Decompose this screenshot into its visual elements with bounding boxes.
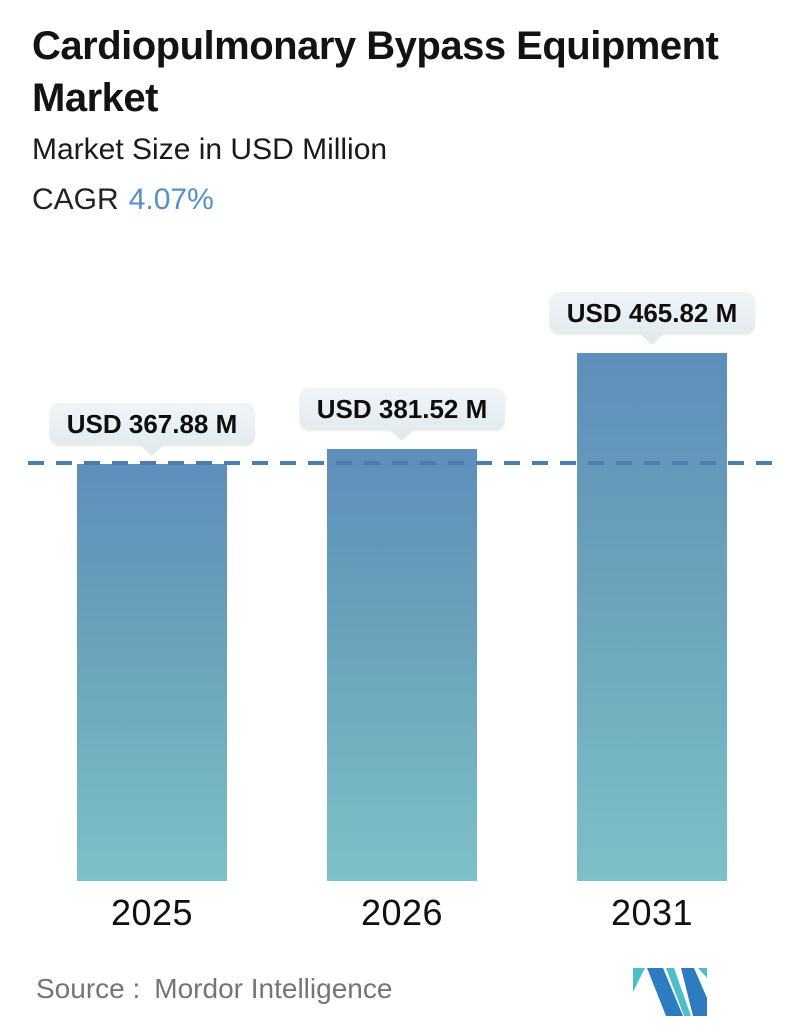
value-callout-label: USD 465.82 M [566, 298, 738, 328]
mordor-intelligence-logo-icon [633, 968, 707, 1016]
value-callout-label: USD 367.88 M [66, 409, 238, 439]
value-callout-label: USD 381.52 M [316, 394, 488, 424]
source-attribution: Source : Mordor Intelligence [36, 972, 392, 1006]
cagr-label: CAGR [32, 183, 119, 216]
x-axis-label-2031: 2031 [610, 892, 694, 933]
logo-teal-left-triangle [633, 968, 645, 992]
value-callout-2025: USD 367.88 M [49, 403, 255, 445]
logo-blue-right-bar [681, 968, 707, 1016]
bar-chart: USD 367.88 M 2025 USD 381.52 M 2026 USD … [0, 0, 796, 960]
page-title: Cardiopulmonary Bypass Equipment Market [32, 24, 719, 120]
bar-2031 [577, 353, 727, 881]
logo-teal-diagonal [666, 968, 691, 1016]
cagr-value: 4.07% [128, 183, 214, 216]
value-callout-2031: USD 465.82 M [549, 292, 755, 334]
bar-group-2026: USD 381.52 M 2026 [299, 0, 505, 960]
logo-teal-corner-triangle [698, 968, 707, 978]
cagr-row: CAGR 4.07% [32, 181, 214, 219]
source-value: Mordor Intelligence [154, 973, 393, 1004]
bar-group-2031: USD 465.82 M 2031 [549, 0, 755, 960]
chart-subtitle: Market Size in USD Million [32, 133, 388, 166]
bar-2025 [77, 464, 227, 881]
logo-blue-diagonal [647, 968, 683, 1016]
bar-2026 [327, 449, 477, 881]
x-axis-label-2025: 2025 [110, 892, 194, 933]
value-callout-2026: USD 381.52 M [299, 388, 505, 430]
source-label: Source : [36, 973, 141, 1004]
bar-group-2025: USD 367.88 M 2025 [49, 0, 255, 960]
reference-dashed-line [28, 461, 783, 465]
x-axis-label-2026: 2026 [360, 892, 444, 933]
